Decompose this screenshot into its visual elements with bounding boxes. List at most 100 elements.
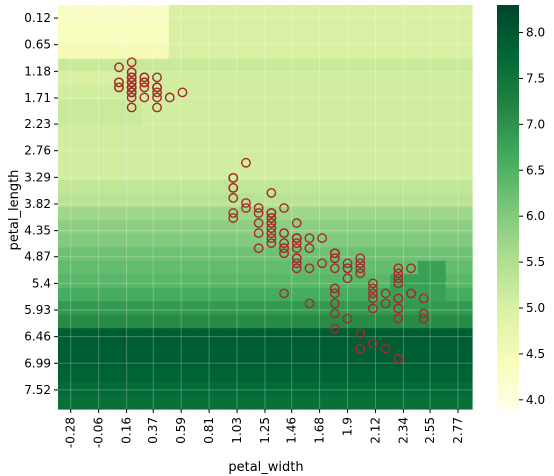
heatmap-cell	[376, 72, 391, 87]
heatmap-cell	[58, 220, 73, 235]
heatmap-cell	[237, 31, 253, 46]
heatmap-cell	[348, 153, 364, 168]
heatmap-cell	[71, 72, 87, 87]
heatmap-cell	[154, 99, 170, 114]
heatmap-cell	[431, 58, 447, 73]
heatmap-cell	[321, 85, 336, 100]
heatmap-cell	[334, 166, 350, 181]
heatmap-cell	[293, 328, 308, 343]
heatmap-cell	[307, 220, 322, 235]
colorbar-tick-label: 7.0	[526, 117, 545, 131]
heatmap-cell	[459, 31, 473, 46]
heatmap-cell	[279, 180, 294, 195]
colorbar-tick-label: 5.0	[526, 301, 545, 315]
heatmap-cell	[293, 72, 308, 87]
heatmap-cell	[168, 260, 184, 275]
heatmap-cell	[390, 99, 405, 114]
scatter-point	[393, 278, 404, 289]
heatmap-cell	[168, 247, 184, 262]
heatmap-cell	[279, 18, 294, 33]
heatmap-cell	[376, 99, 391, 114]
heatmap-cell	[85, 368, 101, 383]
heatmap-cell	[182, 247, 198, 262]
heatmap-cell	[376, 58, 391, 73]
heatmap-cell	[404, 153, 419, 168]
heatmap-cell	[321, 233, 336, 248]
heatmap-cell	[445, 180, 461, 195]
heatmap-cell	[71, 5, 87, 20]
heatmap-cell	[431, 139, 447, 154]
heatmap-cell	[154, 153, 170, 168]
heatmap-cell	[224, 139, 239, 154]
heatmap-cell	[362, 18, 377, 33]
scatter-point	[152, 87, 162, 98]
colorbar-tick-label: 6.0	[526, 209, 545, 223]
heatmap-cell	[141, 5, 156, 20]
heatmap-cell	[445, 382, 461, 397]
heatmap-cell	[334, 153, 350, 168]
heatmap-cell	[113, 153, 128, 168]
heatmap-cell	[127, 153, 142, 168]
heatmap-cell	[99, 180, 114, 195]
heatmap-cell	[265, 72, 281, 87]
heatmap-cell	[445, 31, 461, 46]
heatmap-cell	[99, 31, 114, 46]
heatmap-cell	[113, 368, 128, 383]
heatmap-cell	[154, 166, 170, 181]
heatmap-cell	[210, 180, 225, 195]
heatmap-cell	[293, 368, 308, 383]
heatmap-cell	[307, 355, 322, 370]
heatmap-cell	[307, 180, 322, 195]
heatmap-cell	[445, 395, 461, 410]
heatmap-cell	[321, 328, 336, 343]
heatmap-cell	[71, 180, 87, 195]
scatter-point	[266, 223, 277, 234]
heatmap-cell	[445, 72, 461, 87]
heatmap-cell	[404, 166, 419, 181]
heatmap-cell	[127, 180, 142, 195]
heatmap-cell	[127, 166, 142, 181]
x-tick-label: 2.55	[423, 417, 437, 444]
heatmap-cell	[307, 85, 322, 100]
heatmap-cell	[182, 341, 198, 356]
heatmap-cell	[141, 207, 156, 222]
heatmap-cell	[224, 314, 239, 329]
heatmap-cell	[58, 301, 73, 316]
scatter-point	[355, 253, 366, 264]
heatmap-cell	[348, 166, 364, 181]
heatmap-cell	[196, 368, 211, 383]
scatter-point	[279, 248, 289, 259]
heatmap-cell	[182, 193, 198, 208]
heatmap-cell	[113, 72, 128, 87]
heatmap-cell	[362, 126, 377, 141]
heatmap-cell	[71, 260, 87, 275]
heatmap-cell	[404, 341, 419, 356]
y-tick-label: 0.65	[24, 38, 51, 52]
scatter-point	[253, 243, 264, 254]
heatmap-cell	[307, 112, 322, 127]
heatmap-cell	[293, 341, 308, 356]
heatmap-cell	[154, 382, 170, 397]
heatmap-cell	[404, 112, 419, 127]
heatmap-cell	[224, 341, 239, 356]
heatmap-cell	[154, 58, 170, 73]
heatmap-cell	[251, 72, 267, 87]
heatmap-cell	[362, 72, 377, 87]
scatter-point	[266, 228, 277, 239]
heatmap-cell	[265, 247, 281, 262]
heatmap-cell	[376, 382, 391, 397]
heatmap-cell	[210, 72, 225, 87]
scatter-point	[291, 263, 302, 274]
heatmap-cell	[376, 31, 391, 46]
heatmap-cell	[459, 395, 473, 410]
heatmap-cell	[431, 274, 447, 289]
heatmap-cell	[154, 207, 170, 222]
heatmap-cell	[321, 58, 336, 73]
scatter-point	[114, 82, 124, 93]
heatmap-cell	[58, 31, 73, 46]
heatmap-cell	[141, 166, 156, 181]
heatmap-cell	[445, 368, 461, 383]
heatmap-cell	[224, 18, 239, 33]
heatmap-cell	[390, 85, 405, 100]
heatmap-cell	[127, 247, 142, 262]
